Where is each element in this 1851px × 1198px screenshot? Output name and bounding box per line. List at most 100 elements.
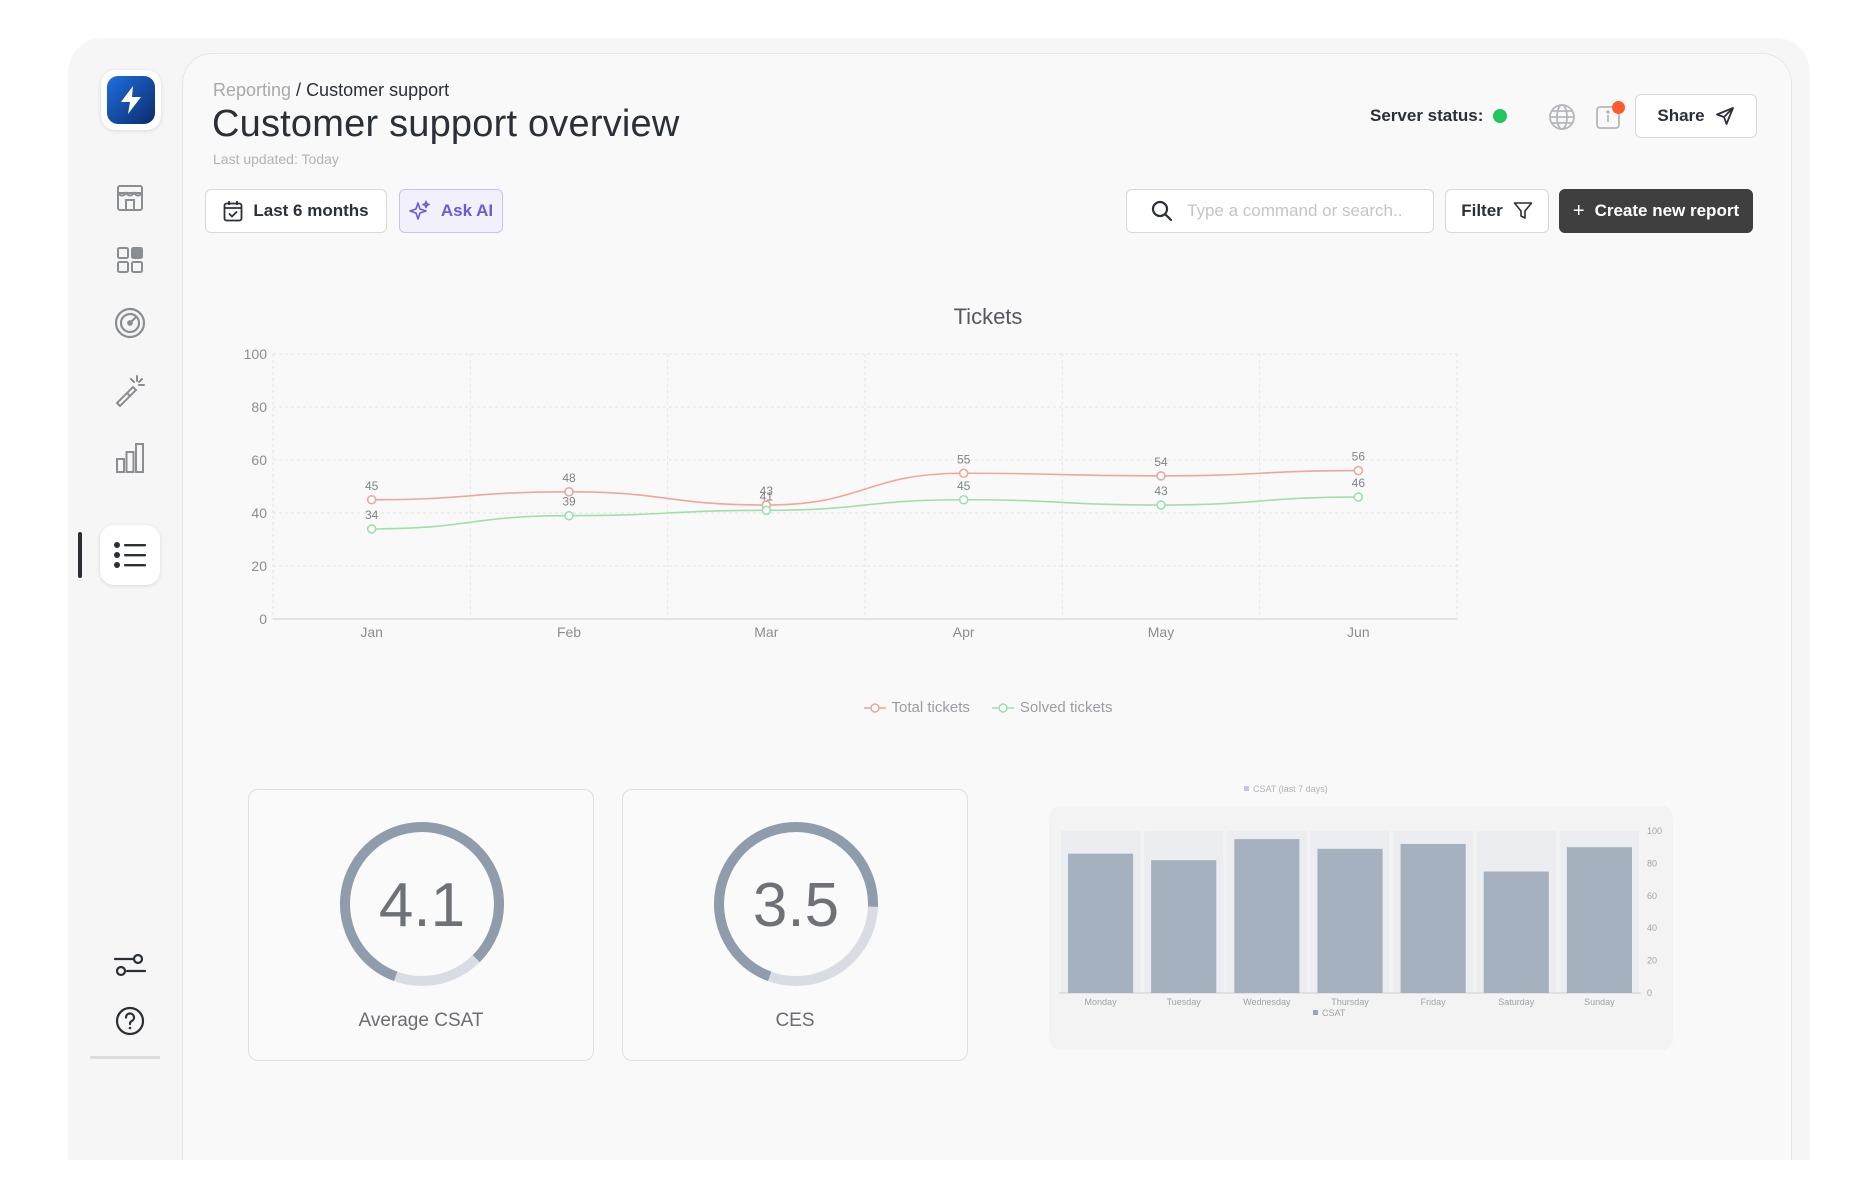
tickets-chart-title: Tickets bbox=[953, 304, 1023, 329]
active-indicator bbox=[78, 532, 82, 578]
data-point[interactable] bbox=[366, 524, 377, 534]
bar-legend-marker bbox=[1313, 1010, 1318, 1015]
tickets-line-chart: 0 20 40 60 80 100 Jan Feb Mar Apr May Jun 45 48 43 55 54… bbox=[244, 346, 1458, 640]
filter-icon bbox=[1513, 202, 1533, 219]
bar-x-tick-label: Wednesday bbox=[1243, 997, 1291, 1007]
x-tick-label: Mar bbox=[754, 624, 778, 640]
tickets-chart-legend: Total tickets Solved tickets bbox=[183, 699, 1793, 716]
bar-legend-top: CSAT (last 7 days) bbox=[1253, 784, 1328, 794]
x-tick-label: Jun bbox=[1347, 624, 1370, 640]
data-point[interactable] bbox=[958, 494, 969, 505]
bar-x-tick-label: Thursday bbox=[1331, 997, 1369, 1007]
data-label: 39 bbox=[562, 495, 576, 509]
sidebar-divider bbox=[90, 1056, 160, 1059]
y-tick-label: 60 bbox=[251, 452, 267, 468]
plus-icon: + bbox=[1572, 199, 1585, 222]
speedometer-icon[interactable] bbox=[100, 293, 160, 353]
csat-bar[interactable] bbox=[1566, 847, 1632, 993]
main-panel: Reporting / Customer support Customer su… bbox=[182, 53, 1792, 1160]
globe-icon[interactable] bbox=[1545, 100, 1579, 134]
series-line-1 bbox=[371, 496, 1359, 530]
breadcrumb-current: Customer support bbox=[306, 80, 450, 100]
bar-x-tick-label: Monday bbox=[1085, 997, 1118, 1007]
server-status-dot bbox=[1493, 109, 1508, 123]
calendar-icon bbox=[223, 201, 243, 222]
series-line-0 bbox=[371, 469, 1359, 506]
bar-y-tick-label: 20 bbox=[1647, 956, 1657, 966]
legend-label-solved: Solved tickets bbox=[1019, 699, 1113, 716]
bar-x-tick-label: Tuesday bbox=[1167, 997, 1202, 1007]
bar-legend-label: CSAT bbox=[1322, 1008, 1346, 1018]
sidebar bbox=[68, 38, 182, 1160]
share-label: Share bbox=[1657, 106, 1705, 125]
gauge-value: 3.5 bbox=[753, 871, 839, 940]
csat-bar[interactable] bbox=[1483, 871, 1549, 994]
last-updated: Last updated: Today bbox=[213, 151, 339, 167]
data-point[interactable] bbox=[1156, 500, 1166, 510]
app-window: Reporting / Customer support Customer su… bbox=[68, 38, 1810, 1160]
data-point[interactable] bbox=[1156, 471, 1166, 481]
legend-label-total: Total tickets bbox=[891, 699, 970, 716]
breadcrumb-parent[interactable]: Reporting bbox=[213, 80, 292, 100]
data-point[interactable] bbox=[1353, 465, 1364, 476]
data-label: 56 bbox=[1352, 450, 1366, 464]
settings-sliders-icon[interactable] bbox=[100, 935, 160, 995]
share-button[interactable]: Share bbox=[1635, 94, 1757, 138]
csat-bar-chart: CSAT (last 7 days) 0 20 40 60 80 100 Monday Tues… bbox=[1059, 784, 1662, 1018]
data-label: 43 bbox=[1154, 484, 1168, 498]
magic-wand-icon[interactable] bbox=[100, 360, 160, 420]
send-icon bbox=[1715, 107, 1734, 125]
average-csat-gauge: 4.1 bbox=[340, 822, 504, 986]
x-tick-label: May bbox=[1148, 624, 1174, 640]
server-status-label: Server status: bbox=[1370, 106, 1484, 125]
date-range-label: Last 6 months bbox=[253, 201, 369, 220]
bar-x-tick-label: Friday bbox=[1421, 997, 1447, 1007]
breadcrumb: Reporting / Customer support bbox=[213, 80, 449, 101]
y-tick-label: 40 bbox=[251, 505, 267, 521]
data-point[interactable] bbox=[761, 505, 772, 516]
y-tick-label: 100 bbox=[244, 346, 268, 362]
data-point[interactable] bbox=[958, 468, 969, 479]
x-tick-label: Apr bbox=[953, 624, 975, 640]
gauge-value-arc bbox=[714, 822, 878, 982]
store-icon[interactable] bbox=[100, 168, 160, 228]
data-label: 45 bbox=[365, 479, 379, 493]
csat-bar[interactable] bbox=[1068, 853, 1134, 993]
ask-ai-button[interactable]: Ask AI bbox=[399, 189, 503, 233]
list-icon[interactable] bbox=[100, 525, 160, 585]
date-range-button[interactable]: Last 6 months bbox=[205, 189, 387, 233]
page-title: Customer support overview bbox=[212, 103, 680, 145]
bar-y-tick-label: 60 bbox=[1647, 891, 1657, 901]
notification-icon[interactable] bbox=[1591, 100, 1625, 134]
data-point[interactable] bbox=[564, 510, 574, 521]
data-point[interactable] bbox=[564, 487, 574, 497]
data-point[interactable] bbox=[366, 494, 377, 505]
legend-item-total-tickets[interactable]: Total tickets bbox=[863, 699, 970, 716]
data-label: 55 bbox=[957, 452, 971, 466]
app-logo[interactable] bbox=[101, 70, 161, 130]
server-status: Server status: bbox=[1370, 106, 1508, 126]
legend-item-solved-tickets[interactable]: Solved tickets bbox=[991, 699, 1113, 716]
bar-chart-icon[interactable] bbox=[100, 428, 160, 488]
csat-bar[interactable] bbox=[1317, 848, 1383, 993]
filter-button[interactable]: Filter bbox=[1445, 189, 1549, 233]
average-csat-card: 4.1 Average CSAT bbox=[248, 789, 594, 1061]
search-box[interactable] bbox=[1126, 189, 1434, 233]
data-point[interactable] bbox=[1353, 492, 1364, 502]
gauge-value: 4.1 bbox=[379, 871, 465, 940]
grid-icon[interactable] bbox=[100, 230, 160, 290]
bar-x-tick-label: Sunday bbox=[1584, 997, 1615, 1007]
create-report-button[interactable]: + Create new report bbox=[1559, 189, 1753, 233]
csat-bar[interactable] bbox=[1400, 843, 1466, 993]
search-icon bbox=[1151, 200, 1173, 222]
ces-label: CES bbox=[775, 1010, 815, 1031]
help-icon[interactable] bbox=[100, 991, 160, 1051]
x-tick-label: Jan bbox=[360, 624, 383, 640]
data-label: 43 bbox=[760, 484, 774, 498]
search-input[interactable] bbox=[1187, 201, 1417, 221]
csat-bar[interactable] bbox=[1151, 860, 1217, 993]
filter-label: Filter bbox=[1461, 201, 1503, 220]
csat-bar[interactable] bbox=[1234, 839, 1300, 993]
data-label: 48 bbox=[562, 471, 576, 485]
data-label: 34 bbox=[365, 508, 379, 522]
